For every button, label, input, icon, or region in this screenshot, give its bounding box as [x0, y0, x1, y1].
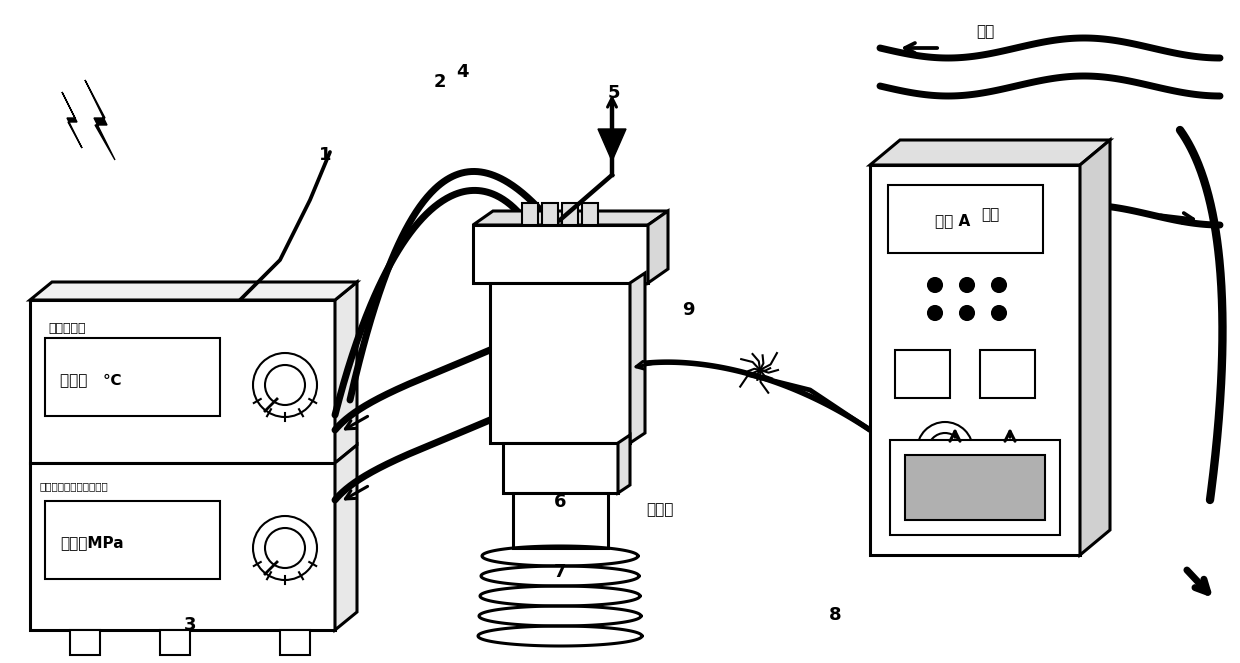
Bar — [490, 283, 630, 443]
Bar — [870, 165, 1080, 555]
Circle shape — [918, 422, 973, 478]
Text: 进水: 进水 — [976, 25, 994, 40]
Circle shape — [960, 306, 973, 320]
Bar — [503, 443, 618, 493]
Bar — [30, 463, 335, 630]
Bar — [160, 630, 190, 655]
Text: 温度：   ℃: 温度： ℃ — [60, 373, 122, 387]
Bar — [472, 225, 649, 283]
Text: 压力：MPa: 压力：MPa — [60, 536, 124, 550]
Text: 循环水: 循环水 — [646, 503, 673, 518]
Text: 5: 5 — [608, 84, 620, 102]
Polygon shape — [1080, 140, 1110, 555]
Circle shape — [265, 365, 305, 405]
Polygon shape — [335, 282, 357, 463]
Text: 6: 6 — [554, 493, 567, 511]
Circle shape — [253, 516, 317, 580]
Polygon shape — [472, 211, 668, 225]
Text: 8: 8 — [828, 606, 841, 624]
Polygon shape — [618, 435, 630, 493]
Bar — [562, 203, 578, 225]
Polygon shape — [86, 80, 115, 160]
Polygon shape — [870, 140, 1110, 165]
Bar — [980, 350, 1035, 398]
Circle shape — [992, 306, 1006, 320]
Bar — [30, 300, 335, 463]
Bar — [45, 338, 219, 416]
Text: 9: 9 — [682, 301, 694, 319]
Bar — [888, 185, 1043, 253]
Text: 2: 2 — [434, 73, 446, 91]
Text: 微型高压反应釜控制系统: 微型高压反应釜控制系统 — [40, 481, 109, 491]
Circle shape — [960, 278, 973, 292]
Bar — [280, 630, 310, 655]
Text: 出水: 出水 — [981, 208, 999, 223]
Text: 7: 7 — [554, 563, 567, 581]
Polygon shape — [335, 445, 357, 630]
Text: 3: 3 — [184, 616, 196, 634]
Text: 1: 1 — [319, 146, 331, 164]
Circle shape — [253, 353, 317, 417]
Polygon shape — [598, 129, 626, 161]
Text: 光纤调温仪: 光纤调温仪 — [48, 322, 86, 335]
Circle shape — [992, 278, 1006, 292]
Bar — [69, 630, 100, 655]
Circle shape — [928, 433, 962, 467]
Bar — [522, 203, 538, 225]
Bar — [890, 440, 1060, 535]
Polygon shape — [630, 273, 645, 443]
Bar — [542, 203, 558, 225]
Text: 4: 4 — [456, 63, 469, 81]
Bar — [45, 501, 219, 579]
Circle shape — [928, 306, 942, 320]
Bar — [513, 493, 608, 548]
Text: 电源 A: 电源 A — [935, 213, 970, 229]
Circle shape — [928, 278, 942, 292]
Bar — [905, 455, 1045, 520]
Circle shape — [265, 528, 305, 568]
Polygon shape — [62, 92, 82, 148]
Polygon shape — [30, 282, 357, 300]
Polygon shape — [649, 211, 668, 283]
Bar — [895, 350, 950, 398]
Bar — [582, 203, 598, 225]
